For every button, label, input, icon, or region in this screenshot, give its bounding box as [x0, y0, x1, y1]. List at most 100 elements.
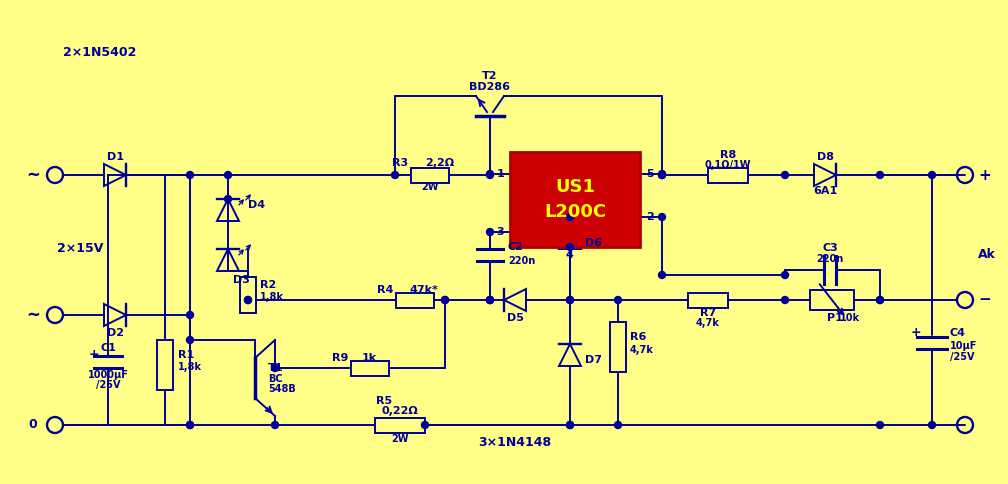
- Text: 2×1N5402: 2×1N5402: [64, 45, 137, 59]
- Text: 4,7k: 4,7k: [697, 318, 720, 328]
- Circle shape: [442, 297, 449, 303]
- Circle shape: [186, 312, 194, 318]
- Text: C4: C4: [950, 328, 966, 338]
- Text: R2: R2: [260, 280, 276, 290]
- Circle shape: [877, 297, 883, 303]
- Circle shape: [781, 272, 788, 278]
- Text: −: −: [978, 292, 991, 307]
- Text: +: +: [89, 348, 100, 362]
- Circle shape: [566, 213, 574, 221]
- Circle shape: [928, 171, 935, 179]
- Text: 10k: 10k: [840, 313, 860, 323]
- Text: C1: C1: [100, 343, 116, 353]
- Text: R4: R4: [377, 285, 393, 295]
- Circle shape: [225, 171, 232, 179]
- Circle shape: [658, 171, 665, 179]
- Text: 4: 4: [565, 250, 573, 260]
- Text: 47k*: 47k*: [410, 285, 438, 295]
- Text: R7: R7: [700, 308, 716, 318]
- Circle shape: [928, 422, 935, 428]
- Bar: [351, 361, 389, 376]
- Text: 2W: 2W: [391, 434, 409, 444]
- Text: D2: D2: [107, 328, 124, 338]
- Text: /25V: /25V: [96, 380, 120, 390]
- Text: US1: US1: [555, 178, 595, 196]
- Text: R3: R3: [392, 158, 408, 168]
- Bar: [375, 418, 425, 433]
- Text: 1,8k: 1,8k: [178, 362, 202, 372]
- Circle shape: [566, 422, 574, 428]
- Circle shape: [186, 422, 194, 428]
- Bar: [510, 152, 640, 247]
- Text: 10μF: 10μF: [950, 341, 978, 351]
- Circle shape: [487, 297, 494, 303]
- Bar: [157, 340, 173, 390]
- Text: D7: D7: [585, 355, 602, 365]
- Bar: [810, 290, 854, 310]
- Text: 2×15V: 2×15V: [57, 242, 104, 255]
- Circle shape: [781, 297, 788, 303]
- Text: Ak: Ak: [978, 248, 996, 261]
- Text: D3: D3: [233, 275, 250, 285]
- Circle shape: [186, 336, 194, 344]
- Circle shape: [877, 297, 883, 303]
- Text: L200C: L200C: [544, 203, 606, 221]
- Circle shape: [391, 171, 398, 179]
- Text: 3: 3: [496, 227, 504, 237]
- Text: 0,1Ω/1W: 0,1Ω/1W: [705, 160, 751, 170]
- Circle shape: [487, 228, 494, 236]
- Circle shape: [245, 297, 252, 303]
- Text: /25V: /25V: [950, 352, 975, 362]
- Text: D8: D8: [816, 152, 834, 162]
- Text: 220n: 220n: [816, 254, 844, 264]
- Bar: [610, 322, 626, 372]
- Text: T2: T2: [482, 71, 498, 81]
- Circle shape: [566, 297, 574, 303]
- Text: 0: 0: [28, 419, 37, 432]
- Circle shape: [566, 243, 574, 251]
- Circle shape: [615, 422, 622, 428]
- Text: 548B: 548B: [268, 384, 295, 394]
- Circle shape: [658, 213, 665, 221]
- Circle shape: [442, 297, 449, 303]
- Text: 2,2Ω: 2,2Ω: [425, 158, 455, 168]
- Circle shape: [487, 170, 494, 178]
- Circle shape: [566, 422, 574, 428]
- Circle shape: [566, 297, 574, 303]
- Bar: [708, 167, 748, 182]
- Text: C3: C3: [823, 243, 838, 253]
- Circle shape: [271, 364, 278, 372]
- Text: 5: 5: [646, 169, 653, 179]
- Circle shape: [245, 297, 252, 303]
- Text: T1: T1: [268, 363, 283, 373]
- Text: BD286: BD286: [470, 82, 510, 92]
- Text: R1: R1: [178, 350, 195, 360]
- Text: D5: D5: [507, 313, 523, 323]
- Circle shape: [487, 171, 494, 179]
- Text: D4: D4: [248, 200, 265, 210]
- Text: +: +: [978, 167, 991, 182]
- Text: 4,7k: 4,7k: [630, 345, 654, 355]
- Text: P1: P1: [827, 313, 843, 323]
- Text: R5: R5: [376, 396, 392, 406]
- Text: R9: R9: [332, 353, 348, 363]
- Text: 0,22Ω: 0,22Ω: [382, 406, 418, 416]
- Text: 1,8k: 1,8k: [260, 292, 284, 302]
- Circle shape: [781, 171, 788, 179]
- Circle shape: [658, 170, 665, 178]
- Circle shape: [186, 171, 194, 179]
- Text: ~: ~: [26, 306, 40, 324]
- Bar: [396, 292, 434, 307]
- Text: 220n: 220n: [508, 256, 535, 266]
- Text: 1000μF: 1000μF: [88, 370, 128, 380]
- Bar: [411, 167, 449, 182]
- Text: R6: R6: [630, 332, 646, 342]
- Circle shape: [271, 422, 278, 428]
- Text: 2: 2: [646, 212, 654, 222]
- Circle shape: [225, 196, 232, 202]
- Text: 3×1N4148: 3×1N4148: [479, 437, 551, 450]
- Text: 2W: 2W: [421, 182, 438, 192]
- Circle shape: [186, 422, 194, 428]
- Text: 1k: 1k: [362, 353, 377, 363]
- Circle shape: [615, 297, 622, 303]
